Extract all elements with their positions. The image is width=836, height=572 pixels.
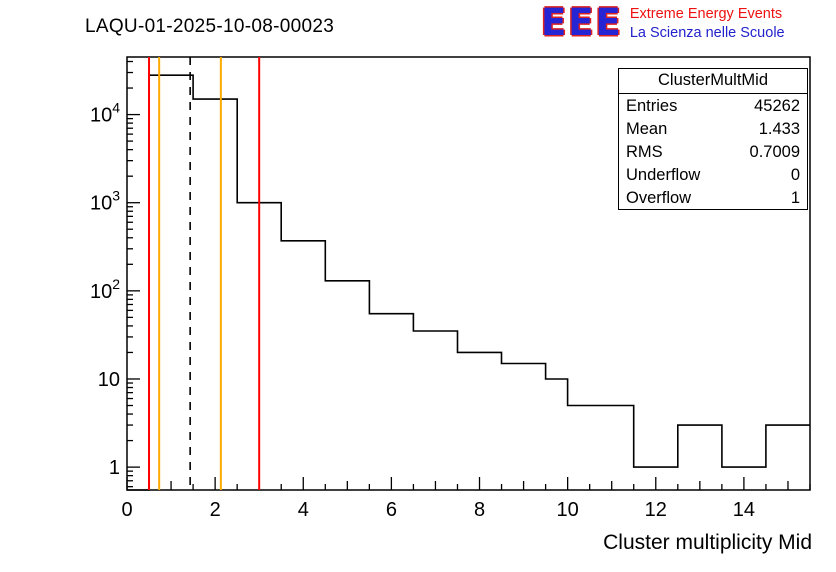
y-tick-label: 1 xyxy=(109,457,120,479)
stats-row-label: Overflow xyxy=(626,188,692,207)
stats-rows: Entries 45262 Mean 1.433 RMS 0.7009 Underflow 0… xyxy=(619,94,807,209)
x-tick-label: 10 xyxy=(557,499,579,521)
stats-row: Overflow 1 xyxy=(619,186,807,209)
stats-row-label: Underflow xyxy=(626,165,701,184)
stats-row-label: Mean xyxy=(626,119,668,138)
plot-frame xyxy=(126,56,811,491)
plot-title: LAQU-01-2025-10-08-00023 xyxy=(85,16,335,37)
x-tick-label: 12 xyxy=(645,499,667,521)
x-tick-label: 14 xyxy=(733,499,755,521)
y-tick-label: 103 xyxy=(90,188,120,215)
stats-row-value: 1 xyxy=(790,188,800,207)
stats-row: RMS 0.7009 xyxy=(619,140,807,163)
x-tick-label: 6 xyxy=(386,499,397,521)
stats-row-value: 0.7009 xyxy=(749,142,800,161)
x-tick-label: 2 xyxy=(210,499,221,521)
stats-row-label: RMS xyxy=(626,142,663,161)
logo-line1: Extreme Energy Events xyxy=(629,6,783,22)
x-tick-label: 4 xyxy=(298,499,309,521)
stats-row: Mean 1.433 xyxy=(619,117,807,140)
stats-row-value: 0 xyxy=(790,165,800,184)
stats-box: ClusterMultMid Entries 45262 Mean 1.433 RMS 0… xyxy=(618,68,808,210)
y-tick-label: 104 xyxy=(90,100,120,127)
stats-row-value: 45262 xyxy=(754,96,800,115)
eee-logo-lines: Extreme Energy Events La Scienza nelle S… xyxy=(630,3,785,43)
stats-row: Underflow 0 xyxy=(619,163,807,186)
x-axis-label: Cluster multiplicity Mid xyxy=(603,531,812,554)
stats-row-label: Entries xyxy=(626,96,678,115)
stats-box-title: ClusterMultMid xyxy=(619,69,807,94)
histogram-line xyxy=(127,74,810,491)
eee-logo-acronym: EEE xyxy=(541,1,623,44)
x-tick-label: 8 xyxy=(474,499,485,521)
y-tick-label: 10 xyxy=(98,369,120,391)
y-tick-label: 102 xyxy=(90,276,120,303)
eee-logo: EEE Extreme Energy Events La Scienza nel… xyxy=(541,3,785,43)
stats-row-value: 1.433 xyxy=(758,119,800,138)
logo-line2: La Scienza nelle Scuole xyxy=(629,25,785,41)
x-tick-label: 0 xyxy=(121,499,132,521)
stats-row: Entries 45262 xyxy=(619,94,807,117)
